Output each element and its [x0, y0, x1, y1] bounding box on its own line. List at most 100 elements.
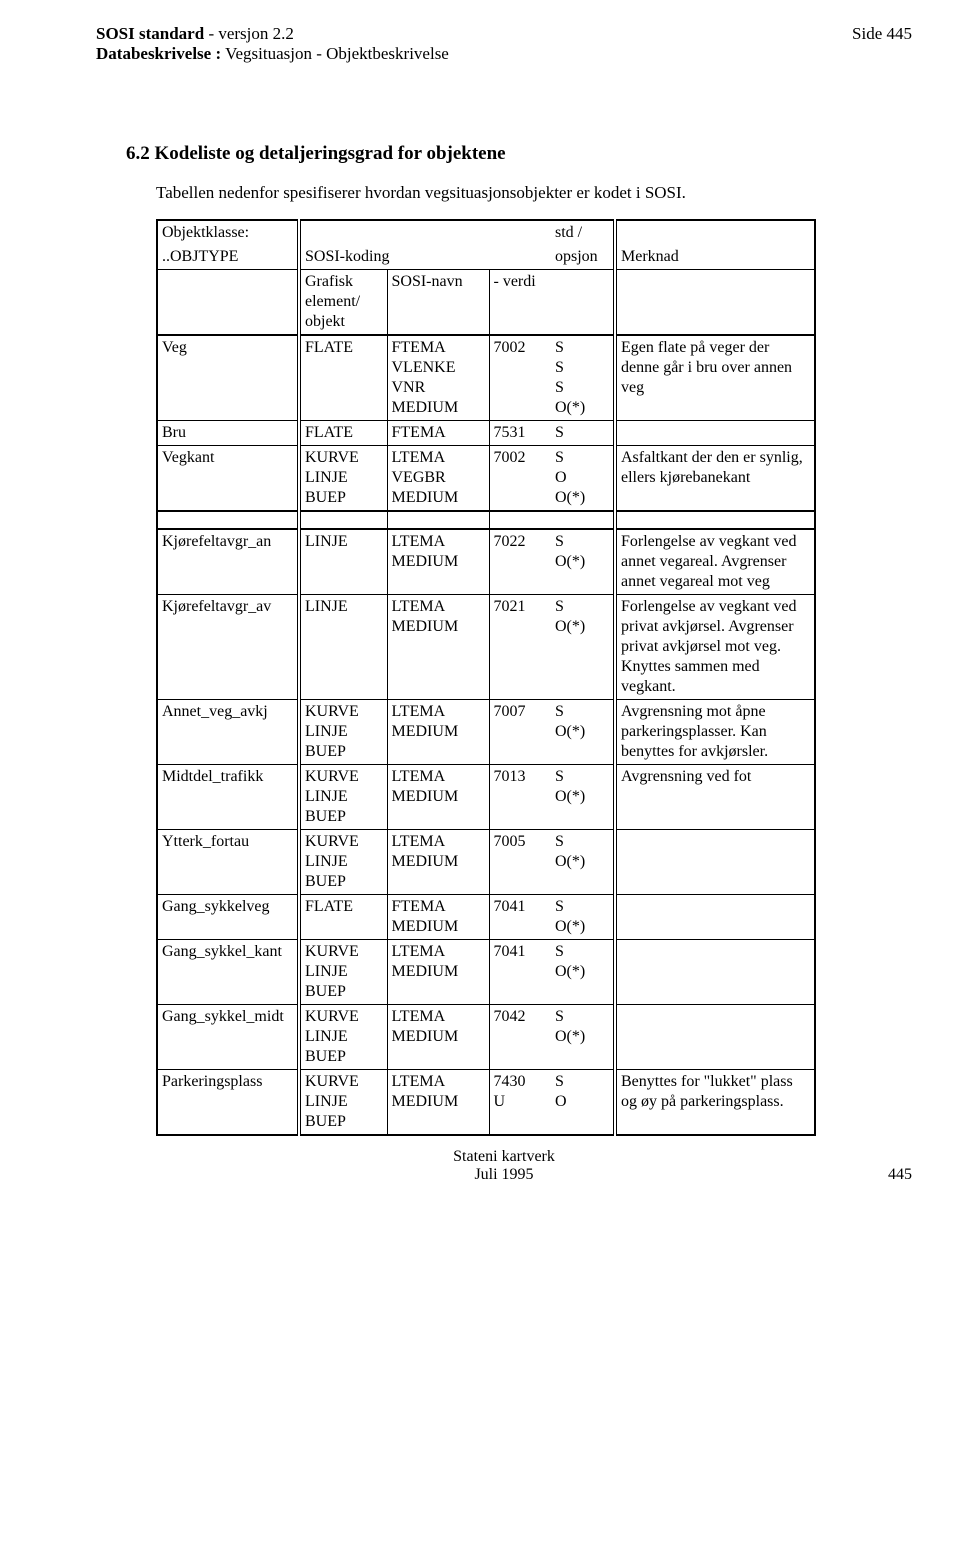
table-cell: KURVELINJEBUEP — [299, 699, 387, 764]
table-cell: FTEMAVLENKEVNRMEDIUM — [387, 335, 489, 421]
table-cell: LTEMAMEDIUM — [387, 1069, 489, 1135]
table-cell: FTEMA — [387, 420, 489, 445]
table-header-row: Objektklasse: std / — [157, 220, 815, 245]
table-cell: 7002 — [489, 335, 551, 421]
table-cell: Gang_sykkel_midt — [157, 1004, 299, 1069]
table-cell: FLATE — [299, 335, 387, 421]
header-title-bold: SOSI standard — [96, 24, 204, 43]
table-cell: LINJE — [299, 529, 387, 595]
table-cell: FTEMAMEDIUM — [387, 894, 489, 939]
table-cell: 7013 — [489, 764, 551, 829]
table-cell: Annet_veg_avkj — [157, 699, 299, 764]
intro-text: Tabellen nedenfor spesifiserer hvordan v… — [156, 183, 912, 203]
table-cell: LTEMAMEDIUM — [387, 529, 489, 595]
table-cell: 7531 — [489, 420, 551, 445]
table-cell: KURVELINJEBUEP — [299, 445, 387, 511]
table-cell: SO(*) — [551, 764, 615, 829]
table-cell: SOO(*) — [551, 445, 615, 511]
table-row: ParkeringsplassKURVELINJEBUEPLTEMAMEDIUM… — [157, 1069, 815, 1135]
table-cell: Forlengelse av vegkant ved annet vegarea… — [615, 529, 815, 595]
footer-line2: Juli 1995 — [96, 1166, 912, 1184]
header-side-label: Side 445 — [852, 24, 912, 65]
footer-line1: Stateni kartverk — [96, 1148, 912, 1166]
table-row: Gang_sykkelvegFLATEFTEMAMEDIUM7041SO(*) — [157, 894, 815, 939]
table-cell: FLATE — [299, 894, 387, 939]
table-cell — [615, 420, 815, 445]
table-row: Midtdel_trafikkKURVELINJEBUEPLTEMAMEDIUM… — [157, 764, 815, 829]
page-footer: Stateni kartverk Juli 1995 445 — [96, 1148, 912, 1184]
table-cell: KURVELINJEBUEP — [299, 1069, 387, 1135]
table-cell: Forlengelse av vegkant ved privat avkjør… — [615, 594, 815, 699]
table-cell: 7005 — [489, 829, 551, 894]
table-cell: SSSO(*) — [551, 335, 615, 421]
table-cell: Midtdel_trafikk — [157, 764, 299, 829]
data-table: Objektklasse: std / ..OBJTYPE SOSI-kodin… — [156, 219, 816, 1136]
table-cell: KURVELINJEBUEP — [299, 764, 387, 829]
hdr-grafisk: Grafisk element/ objekt — [299, 269, 387, 335]
table-cell: 7002 — [489, 445, 551, 511]
table-cell: KURVELINJEBUEP — [299, 939, 387, 1004]
document-page: SOSI standard - versjon 2.2 Databeskrive… — [0, 0, 960, 1196]
table-row: VegFLATEFTEMAVLENKEVNRMEDIUM7002SSSO(*)E… — [157, 335, 815, 421]
table-cell: LINJE — [299, 594, 387, 699]
table-cell: 7042 — [489, 1004, 551, 1069]
table-cell: LTEMAMEDIUM — [387, 829, 489, 894]
table-cell: S — [551, 420, 615, 445]
table-cell: Benyttes for "lukket" plass og øy på par… — [615, 1069, 815, 1135]
table-cell: 7007 — [489, 699, 551, 764]
table-cell: LTEMAMEDIUM — [387, 764, 489, 829]
hdr-merknad: Merknad — [615, 245, 815, 270]
table-cell: 7041 — [489, 939, 551, 1004]
table-cell: Egen flate på veger der denne går i bru … — [615, 335, 815, 421]
table-cell: KURVELINJEBUEP — [299, 1004, 387, 1069]
table-cell: SO(*) — [551, 894, 615, 939]
header-title-rest: - versjon 2.2 — [204, 24, 294, 43]
hdr-sosinavn: SOSI-navn — [387, 269, 489, 335]
hdr-opsjon: opsjon — [551, 245, 615, 270]
table-header-row: ..OBJTYPE SOSI-koding opsjon Merknad — [157, 245, 815, 270]
table-cell: Bru — [157, 420, 299, 445]
table-row: Gang_sykkel_midtKURVELINJEBUEPLTEMAMEDIU… — [157, 1004, 815, 1069]
table-cell: Gang_sykkelveg — [157, 894, 299, 939]
hdr-objtype: ..OBJTYPE — [157, 245, 299, 270]
page-header: SOSI standard - versjon 2.2 Databeskrive… — [96, 24, 912, 65]
section-heading: 6.2 Kodeliste og detaljeringsgrad for ob… — [126, 143, 912, 165]
header-title-line: SOSI standard - versjon 2.2 — [96, 24, 449, 44]
table-cell: SO(*) — [551, 1004, 615, 1069]
table-cell — [615, 939, 815, 1004]
table-cell: Kjørefeltavgr_av — [157, 594, 299, 699]
table-cell: Vegkant — [157, 445, 299, 511]
table-cell: SO(*) — [551, 829, 615, 894]
table-cell: LTEMAVEGBRMEDIUM — [387, 445, 489, 511]
table-row: BruFLATEFTEMA7531S — [157, 420, 815, 445]
table-cell: 7022 — [489, 529, 551, 595]
table-row: VegkantKURVELINJEBUEPLTEMAVEGBRMEDIUM700… — [157, 445, 815, 511]
header-subtitle-rest: Vegsituasjon - Objektbeskrivelse — [221, 44, 449, 63]
table-cell: KURVELINJEBUEP — [299, 829, 387, 894]
data-table-wrap: Objektklasse: std / ..OBJTYPE SOSI-kodin… — [156, 219, 912, 1136]
table-row: Kjørefeltavgr_anLINJELTEMAMEDIUM7022SO(*… — [157, 529, 815, 595]
table-cell — [615, 829, 815, 894]
table-row: Kjørefeltavgr_avLINJELTEMAMEDIUM7021SO(*… — [157, 594, 815, 699]
table-cell: Avgrensning ved fot — [615, 764, 815, 829]
table-cell: Veg — [157, 335, 299, 421]
table-cell: SO — [551, 1069, 615, 1135]
table-cell: Kjørefeltavgr_an — [157, 529, 299, 595]
table-row: Annet_veg_avkjKURVELINJEBUEPLTEMAMEDIUM7… — [157, 699, 815, 764]
table-cell: 7041 — [489, 894, 551, 939]
table-cell: Avgrensning mot åpne parkeringsplasser. … — [615, 699, 815, 764]
table-cell: Ytterk_fortau — [157, 829, 299, 894]
hdr-std: std / — [551, 220, 615, 245]
table-cell — [615, 1004, 815, 1069]
table-spacer-row — [157, 511, 815, 529]
header-subtitle-bold: Databeskrivelse : — [96, 44, 221, 63]
table-cell: Asfaltkant der den er synlig, ellers kjø… — [615, 445, 815, 511]
table-cell: SO(*) — [551, 529, 615, 595]
table-row: Gang_sykkel_kantKURVELINJEBUEPLTEMAMEDIU… — [157, 939, 815, 1004]
table-cell: FLATE — [299, 420, 387, 445]
header-subtitle-line: Databeskrivelse : Vegsituasjon - Objektb… — [96, 44, 449, 64]
table-cell: Gang_sykkel_kant — [157, 939, 299, 1004]
table-cell: LTEMAMEDIUM — [387, 594, 489, 699]
table-cell: 7430U — [489, 1069, 551, 1135]
table-cell: 7021 — [489, 594, 551, 699]
